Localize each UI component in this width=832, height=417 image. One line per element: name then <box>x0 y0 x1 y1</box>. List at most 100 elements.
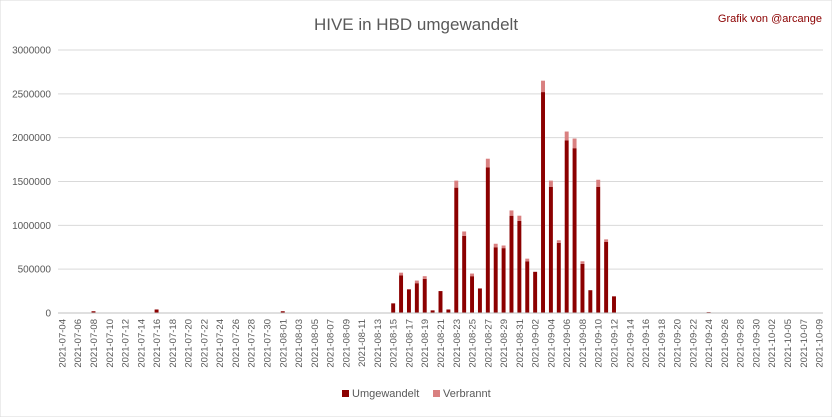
x-tick-label: 2021-08-09 <box>341 319 352 368</box>
bar-verbrannt <box>525 258 530 262</box>
y-tick-label: 3000000 <box>12 46 51 57</box>
bar-umgewandelt <box>154 309 159 313</box>
legend: Umgewandelt Verbrannt <box>342 388 491 400</box>
bar-umgewandelt <box>493 247 498 313</box>
x-tick-label: 2021-07-06 <box>73 319 84 368</box>
x-tick-label: 2021-09-24 <box>704 319 715 368</box>
bar-verbrannt <box>485 158 490 168</box>
bar-verbrannt <box>462 231 467 236</box>
x-tick-label: 2021-07-04 <box>57 319 68 368</box>
x-tick-label: 2021-10-02 <box>767 319 778 368</box>
bar-verbrannt <box>422 276 427 279</box>
bar-verbrannt <box>564 131 569 141</box>
x-axis-ticks: 2021-07-04 2021-07-06 2021-07-08 2021-07-10… <box>57 319 825 368</box>
x-tick-label: 2021-07-30 <box>262 319 273 368</box>
bar-umgewandelt <box>533 271 538 313</box>
x-tick-label: 2021-09-20 <box>673 319 684 368</box>
bar-umgewandelt <box>572 148 577 313</box>
bar-umgewandelt <box>509 215 514 313</box>
x-tick-label: 2021-08-23 <box>452 319 463 368</box>
bar-umgewandelt <box>525 261 530 313</box>
bar-umgewandelt <box>422 278 427 313</box>
x-tick-label: 2021-07-14 <box>136 319 147 368</box>
x-tick-label: 2021-07-22 <box>199 319 210 368</box>
bar-verbrannt <box>580 261 585 264</box>
x-tick-label: 2021-07-10 <box>105 319 116 368</box>
x-tick-label: 2021-08-31 <box>515 319 526 368</box>
bar-umgewandelt <box>454 187 459 313</box>
x-tick-label: 2021-10-05 <box>783 319 794 368</box>
y-gridlines <box>58 49 823 270</box>
bar-umgewandelt <box>580 263 585 313</box>
x-tick-label: 2021-09-08 <box>578 319 589 368</box>
bar-verbrannt <box>541 80 545 93</box>
x-tick-label: 2021-08-19 <box>420 319 431 368</box>
x-tick-label: 2021-08-17 <box>404 319 415 368</box>
bar-umgewandelt <box>485 167 490 313</box>
legend-label-umgewandelt: Umgewandelt <box>352 388 419 400</box>
x-tick-label: 2021-07-08 <box>89 319 100 368</box>
y-tick-label: 2500000 <box>12 89 51 100</box>
x-tick-label: 2021-08-27 <box>483 319 494 368</box>
x-tick-label: 2021-08-25 <box>468 319 479 368</box>
bar-umgewandelt <box>438 291 443 313</box>
x-tick-label: 2021-08-21 <box>436 319 447 368</box>
x-tick-label: 2021-09-22 <box>688 319 699 368</box>
bar-umgewandelt <box>556 242 561 313</box>
bar-verbrannt <box>596 179 601 187</box>
x-tick-label: 2021-09-06 <box>562 319 573 368</box>
bar-umgewandelt <box>517 220 522 313</box>
y-tick-label: 500000 <box>18 265 52 276</box>
x-tick-label: 2021-09-12 <box>610 319 621 368</box>
bar-umgewandelt <box>399 275 404 313</box>
x-tick-label: 2021-10-09 <box>815 319 826 368</box>
x-tick-label: 2021-09-28 <box>736 319 747 368</box>
chart-title: HIVE in HBD umgewandelt <box>314 15 518 34</box>
bar-umgewandelt <box>501 248 506 313</box>
bar-umgewandelt <box>564 140 569 313</box>
bar-verbrannt <box>399 272 404 276</box>
x-tick-label: 2021-07-20 <box>184 319 195 368</box>
x-tick-label: 2021-08-07 <box>326 319 337 368</box>
x-tick-label: 2021-07-16 <box>152 319 163 368</box>
bar-verbrannt <box>604 239 609 242</box>
x-tick-label: 2021-09-16 <box>641 319 652 368</box>
bar-umgewandelt <box>470 276 475 313</box>
x-tick-label: 2021-09-02 <box>531 319 542 368</box>
x-tick-label: 2021-09-10 <box>594 319 605 368</box>
x-tick-label: 2021-10-07 <box>799 319 810 368</box>
bar-umgewandelt <box>604 241 609 313</box>
x-tick-label: 2021-08-15 <box>389 319 400 368</box>
bar-umgewandelt <box>406 289 411 313</box>
y-tick-label: 2000000 <box>12 133 51 144</box>
bar-verbrannt <box>548 180 553 187</box>
bar-umgewandelt <box>91 311 96 313</box>
bar-verbrannt <box>556 240 561 243</box>
bar-umgewandelt <box>588 290 593 313</box>
bar-umgewandelt <box>446 309 451 313</box>
x-tick-label: 2021-09-18 <box>657 319 668 368</box>
chart-credit: Grafik von @arcange <box>718 13 822 25</box>
x-tick-label: 2021-09-14 <box>625 319 636 368</box>
legend-label-verbrannt: Verbrannt <box>443 388 491 400</box>
bar-verbrannt <box>501 245 506 249</box>
legend-swatch-umgewandelt <box>342 390 349 397</box>
x-tick-label: 2021-07-12 <box>121 319 132 368</box>
bar-verbrannt <box>414 280 419 284</box>
bar-verbrannt <box>454 180 459 188</box>
bar-umgewandelt <box>391 303 396 313</box>
y-tick-label: 0 <box>45 309 51 320</box>
bar-verbrannt <box>509 210 514 216</box>
x-tick-label: 2021-07-26 <box>231 319 242 368</box>
y-tick-label: 1500000 <box>12 177 51 188</box>
bar-umgewandelt <box>548 186 553 313</box>
bar-verbrannt <box>572 138 577 149</box>
bar-umgewandelt <box>280 311 285 313</box>
x-tick-label: 2021-07-18 <box>168 319 179 368</box>
x-tick-label: 2021-09-30 <box>751 319 762 368</box>
x-tick-label: 2021-08-13 <box>373 319 384 368</box>
bar-umgewandelt <box>612 296 616 313</box>
y-tick-label: 1000000 <box>12 221 51 232</box>
